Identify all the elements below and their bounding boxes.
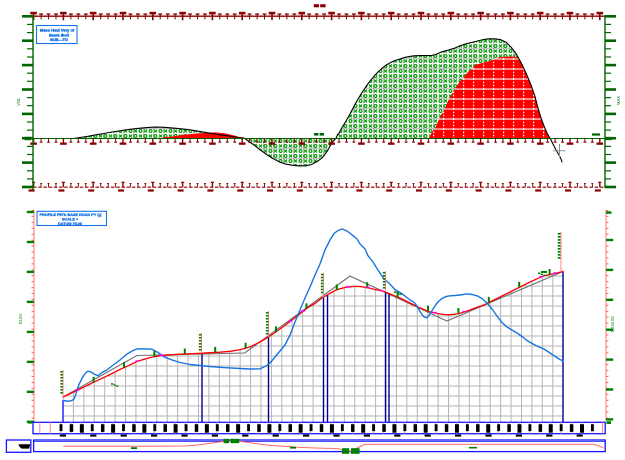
svg-text:1,245.00: 1,245.00	[610, 316, 615, 333]
svg-text:MAX: MAX	[616, 96, 621, 105]
svg-text:ELEV: ELEV	[18, 313, 23, 324]
svg-text:Basis ⊗oil: Basis ⊗oil	[49, 32, 69, 37]
svg-text:PROFILE P8Tb BASE ROAD PY Q(: PROFILE P8Tb BASE ROAD PY Q(	[40, 213, 103, 217]
svg-text:SCALE +: SCALE +	[62, 218, 79, 222]
svg-text:SUB—TO: SUB—TO	[50, 37, 68, 42]
svg-text:Mass Haul Very of: Mass Haul Very of	[40, 28, 75, 33]
svg-text:DATUM 75.00: DATUM 75.00	[58, 222, 82, 226]
svg-text:VOL: VOL	[16, 97, 21, 106]
